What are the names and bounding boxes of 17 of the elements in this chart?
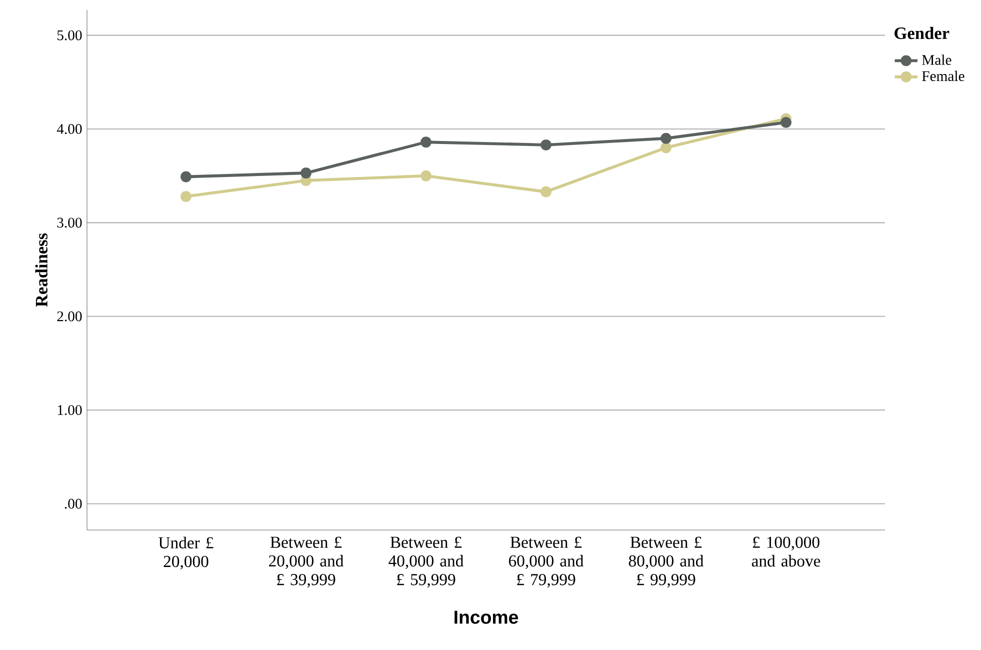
x-tick-label: Under £ 20,000 — [158, 536, 214, 570]
y-tick-label: 3.00 — [57, 218, 82, 228]
y-axis-title: Readiness — [35, 233, 48, 307]
y-tick-label: .00 — [64, 498, 82, 509]
x-tick-label: Between £ 60,000 and £ 79,999 — [508, 536, 584, 588]
y-tick-label: 5.00 — [57, 30, 82, 40]
x-tick-label: Between £ 20,000 and £ 39,999 — [269, 536, 344, 588]
y-tick-label: 4.00 — [56, 124, 82, 134]
x-axis-title: Income — [454, 610, 518, 624]
legend-label: Female — [922, 70, 964, 82]
x-tick-label: £ 100,000 and above — [752, 536, 820, 567]
y-tick-label: 2.00 — [57, 311, 82, 322]
x-tick-label: Between £ 40,000 and £ 59,999 — [388, 536, 464, 588]
legend-label: Male — [922, 54, 952, 65]
x-tick-label: Between £ 80,000 and £ 99,999 — [628, 536, 704, 588]
y-tick-label: 1.00 — [58, 405, 82, 416]
legend-title: Gender — [894, 26, 950, 40]
